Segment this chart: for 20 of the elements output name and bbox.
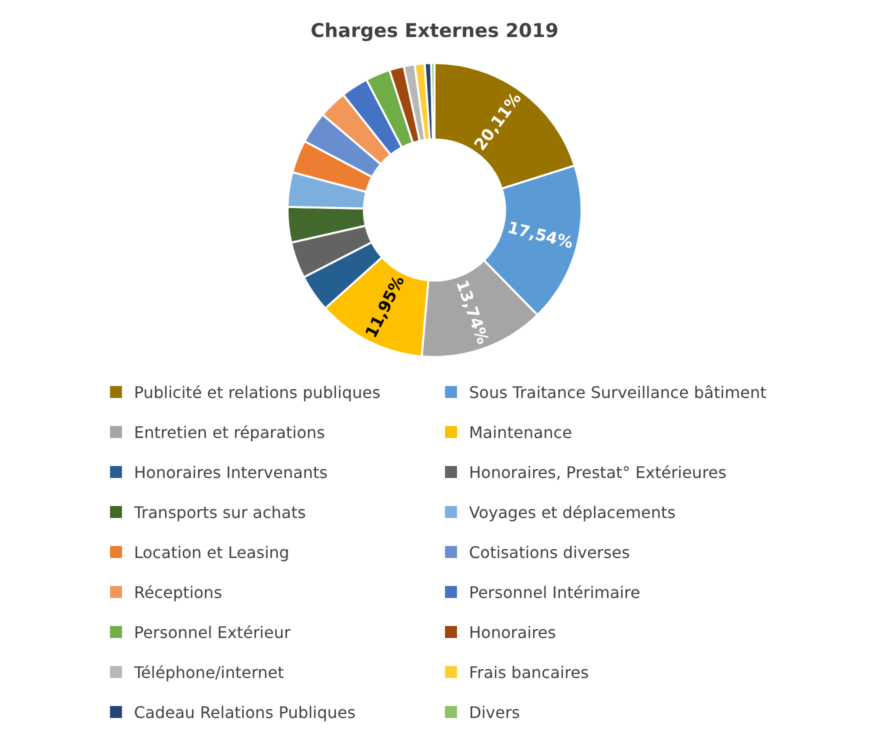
legend-label: Honoraires, Prestat° Extérieures xyxy=(469,462,726,482)
data-label: 17,54% xyxy=(506,218,575,252)
legend-label: Entretien et réparations xyxy=(134,422,325,442)
legend-label: Personnel Intérimaire xyxy=(469,582,640,602)
legend-label: Téléphone/internet xyxy=(134,662,284,682)
legend-label: Transports sur achats xyxy=(134,502,306,522)
legend-label: Sous Traitance Surveillance bâtiment xyxy=(469,382,766,402)
legend-label: Cotisations diverses xyxy=(469,542,630,562)
legend-label: Divers xyxy=(469,702,520,722)
legend-label: Maintenance xyxy=(469,422,572,442)
legend-label: Location et Leasing xyxy=(134,542,290,562)
legend-label: Honoraires xyxy=(469,622,556,642)
legend-label: Personnel Extérieur xyxy=(134,622,291,642)
legend-label: Réceptions xyxy=(134,582,222,602)
legend-label: Publicité et relations publiques xyxy=(134,382,380,402)
legend-label: Honoraires Intervenants xyxy=(134,462,328,482)
legend-label: Frais bancaires xyxy=(469,662,589,682)
legend-label: Cadeau Relations Publiques xyxy=(134,702,356,722)
chart-title: Charges Externes 2019 xyxy=(310,20,560,42)
legend-label: Voyages et déplacements xyxy=(469,502,676,522)
